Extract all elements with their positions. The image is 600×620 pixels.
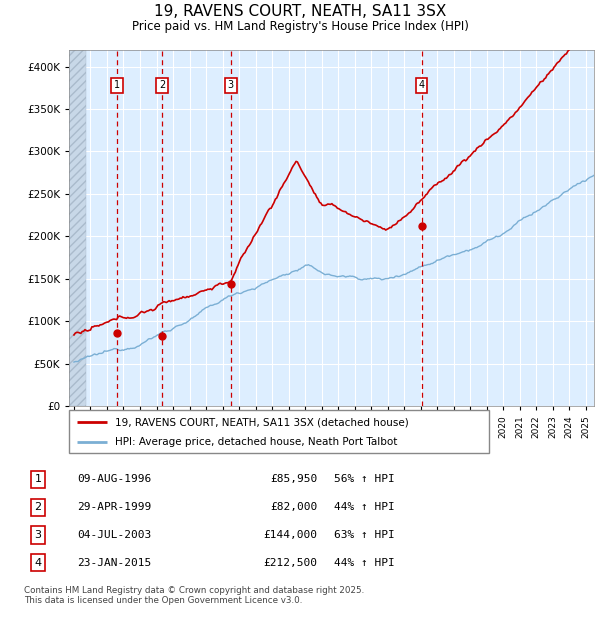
Text: 63% ↑ HPI: 63% ↑ HPI	[334, 530, 395, 540]
Text: 3: 3	[228, 80, 234, 91]
Text: 1: 1	[114, 80, 120, 91]
Text: 4: 4	[35, 558, 41, 568]
Text: 44% ↑ HPI: 44% ↑ HPI	[334, 502, 395, 512]
Text: 09-AUG-1996: 09-AUG-1996	[77, 474, 152, 484]
Text: 56% ↑ HPI: 56% ↑ HPI	[334, 474, 395, 484]
Bar	[65, 50, 86, 406]
Text: £212,500: £212,500	[263, 558, 317, 568]
Text: 44% ↑ HPI: 44% ↑ HPI	[334, 558, 395, 568]
Text: 3: 3	[35, 530, 41, 540]
Text: 19, RAVENS COURT, NEATH, SA11 3SX: 19, RAVENS COURT, NEATH, SA11 3SX	[154, 4, 446, 19]
Text: 29-APR-1999: 29-APR-1999	[77, 502, 152, 512]
Text: £82,000: £82,000	[270, 502, 317, 512]
Text: 2: 2	[159, 80, 165, 91]
Text: Price paid vs. HM Land Registry's House Price Index (HPI): Price paid vs. HM Land Registry's House …	[131, 20, 469, 33]
Text: £144,000: £144,000	[263, 530, 317, 540]
Text: 4: 4	[419, 80, 425, 91]
Text: 2: 2	[35, 502, 41, 512]
Text: 1: 1	[35, 474, 41, 484]
Text: HPI: Average price, detached house, Neath Port Talbot: HPI: Average price, detached house, Neat…	[115, 437, 398, 447]
Text: 23-JAN-2015: 23-JAN-2015	[77, 558, 152, 568]
FancyBboxPatch shape	[69, 410, 489, 453]
Text: 19, RAVENS COURT, NEATH, SA11 3SX (detached house): 19, RAVENS COURT, NEATH, SA11 3SX (detac…	[115, 417, 409, 427]
Text: Contains HM Land Registry data © Crown copyright and database right 2025.
This d: Contains HM Land Registry data © Crown c…	[24, 586, 364, 605]
Text: 04-JUL-2003: 04-JUL-2003	[77, 530, 152, 540]
Text: £85,950: £85,950	[270, 474, 317, 484]
